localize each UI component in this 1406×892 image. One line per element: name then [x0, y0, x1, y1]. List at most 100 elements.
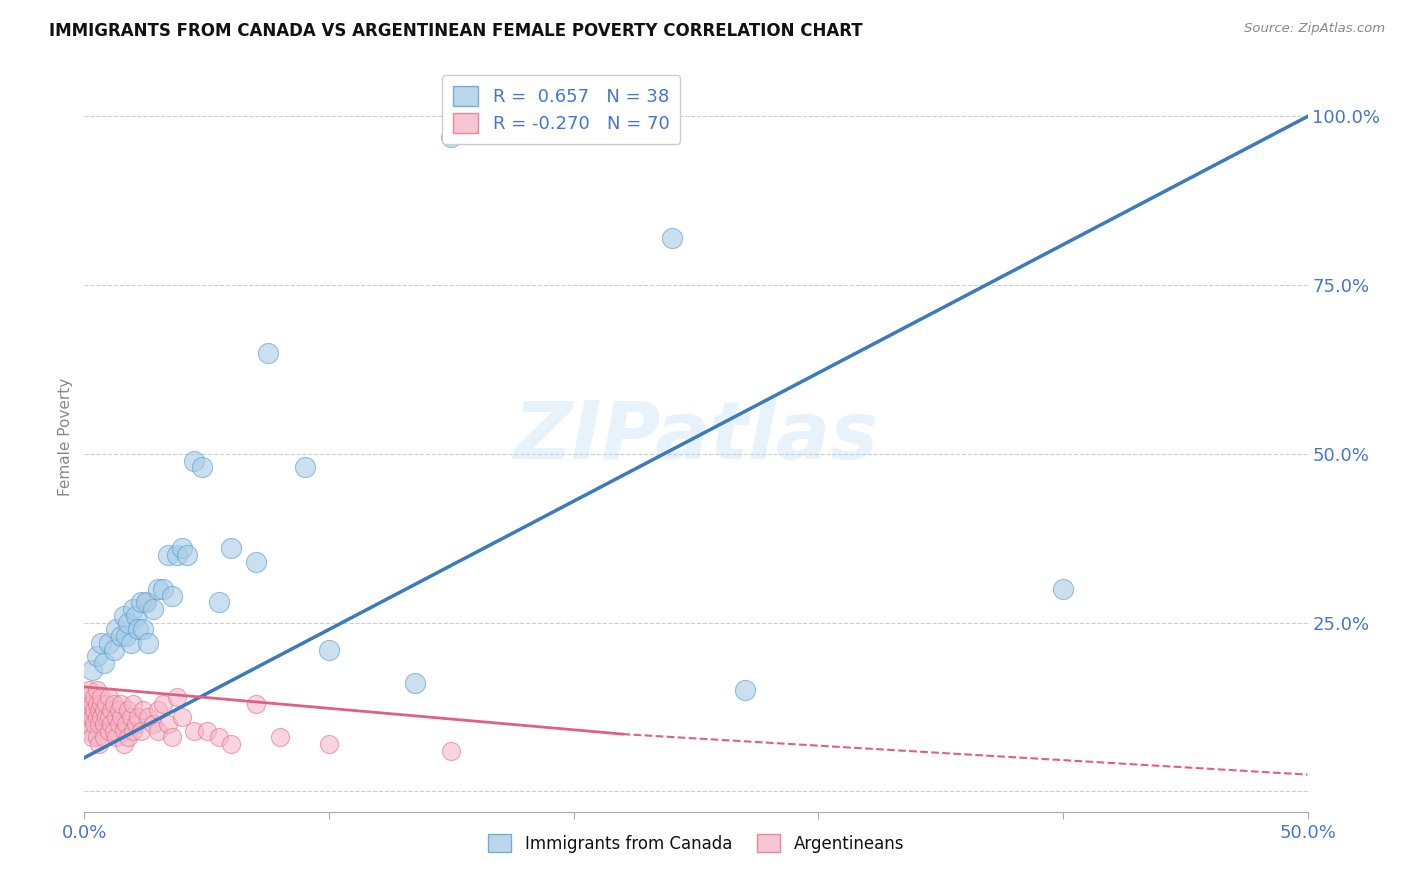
Point	[77, 717, 100, 731]
Point	[166, 690, 188, 704]
Point	[97, 723, 120, 738]
Point	[136, 710, 159, 724]
Point	[96, 697, 118, 711]
Point	[440, 744, 463, 758]
Point	[162, 731, 184, 745]
Point	[318, 737, 340, 751]
Point	[132, 623, 155, 637]
Point	[97, 636, 120, 650]
Point	[90, 690, 112, 704]
Point	[142, 717, 165, 731]
Point	[142, 602, 165, 616]
Point	[83, 717, 105, 731]
Point	[132, 703, 155, 717]
Point	[127, 623, 149, 637]
Point	[86, 710, 108, 724]
Point	[135, 595, 157, 609]
Point	[269, 731, 291, 745]
Point	[90, 710, 112, 724]
Point	[117, 731, 139, 745]
Point	[156, 717, 179, 731]
Point	[219, 737, 242, 751]
Point	[117, 615, 139, 630]
Point	[76, 710, 98, 724]
Point	[152, 582, 174, 596]
Point	[97, 710, 120, 724]
Point	[191, 460, 214, 475]
Point	[112, 737, 135, 751]
Point	[125, 717, 148, 731]
Point	[734, 683, 756, 698]
Point	[125, 609, 148, 624]
Point	[110, 697, 132, 711]
Point	[146, 703, 169, 717]
Point	[105, 623, 128, 637]
Point	[76, 690, 98, 704]
Point	[77, 683, 100, 698]
Point	[152, 697, 174, 711]
Point	[107, 717, 129, 731]
Point	[129, 723, 152, 738]
Point	[93, 717, 115, 731]
Point	[245, 697, 267, 711]
Point	[93, 703, 115, 717]
Point	[86, 649, 108, 664]
Point	[112, 609, 135, 624]
Point	[83, 690, 105, 704]
Point	[103, 723, 125, 738]
Point	[93, 731, 115, 745]
Point	[90, 697, 112, 711]
Point	[105, 731, 128, 745]
Point	[115, 717, 138, 731]
Point	[208, 731, 231, 745]
Point	[294, 460, 316, 475]
Point	[80, 710, 103, 724]
Point	[93, 657, 115, 671]
Point	[103, 642, 125, 657]
Point	[146, 582, 169, 596]
Point	[112, 723, 135, 738]
Text: Source: ZipAtlas.com: Source: ZipAtlas.com	[1244, 22, 1385, 36]
Point	[122, 697, 145, 711]
Point	[318, 642, 340, 657]
Point	[404, 676, 426, 690]
Point	[103, 697, 125, 711]
Point	[257, 345, 280, 359]
Point	[86, 683, 108, 698]
Point	[1052, 582, 1074, 596]
Point	[661, 231, 683, 245]
Point	[127, 710, 149, 724]
Point	[195, 723, 218, 738]
Point	[129, 595, 152, 609]
Point	[100, 717, 122, 731]
Point	[208, 595, 231, 609]
Point	[77, 723, 100, 738]
Point	[166, 548, 188, 562]
Point	[96, 710, 118, 724]
Point	[80, 697, 103, 711]
Point	[107, 703, 129, 717]
Point	[83, 703, 105, 717]
Point	[122, 602, 145, 616]
Point	[97, 690, 120, 704]
Point	[110, 629, 132, 643]
Point	[183, 453, 205, 467]
Point	[120, 710, 142, 724]
Point	[77, 703, 100, 717]
Point	[172, 541, 194, 556]
Point	[87, 737, 110, 751]
Point	[120, 636, 142, 650]
Point	[146, 723, 169, 738]
Point	[105, 710, 128, 724]
Point	[110, 710, 132, 724]
Point	[115, 629, 138, 643]
Point	[176, 548, 198, 562]
Point	[117, 703, 139, 717]
Point	[136, 636, 159, 650]
Point	[245, 555, 267, 569]
Point	[172, 710, 194, 724]
Point	[86, 731, 108, 745]
Point	[80, 731, 103, 745]
Point	[135, 595, 157, 609]
Text: IMMIGRANTS FROM CANADA VS ARGENTINEAN FEMALE POVERTY CORRELATION CHART: IMMIGRANTS FROM CANADA VS ARGENTINEAN FE…	[49, 22, 863, 40]
